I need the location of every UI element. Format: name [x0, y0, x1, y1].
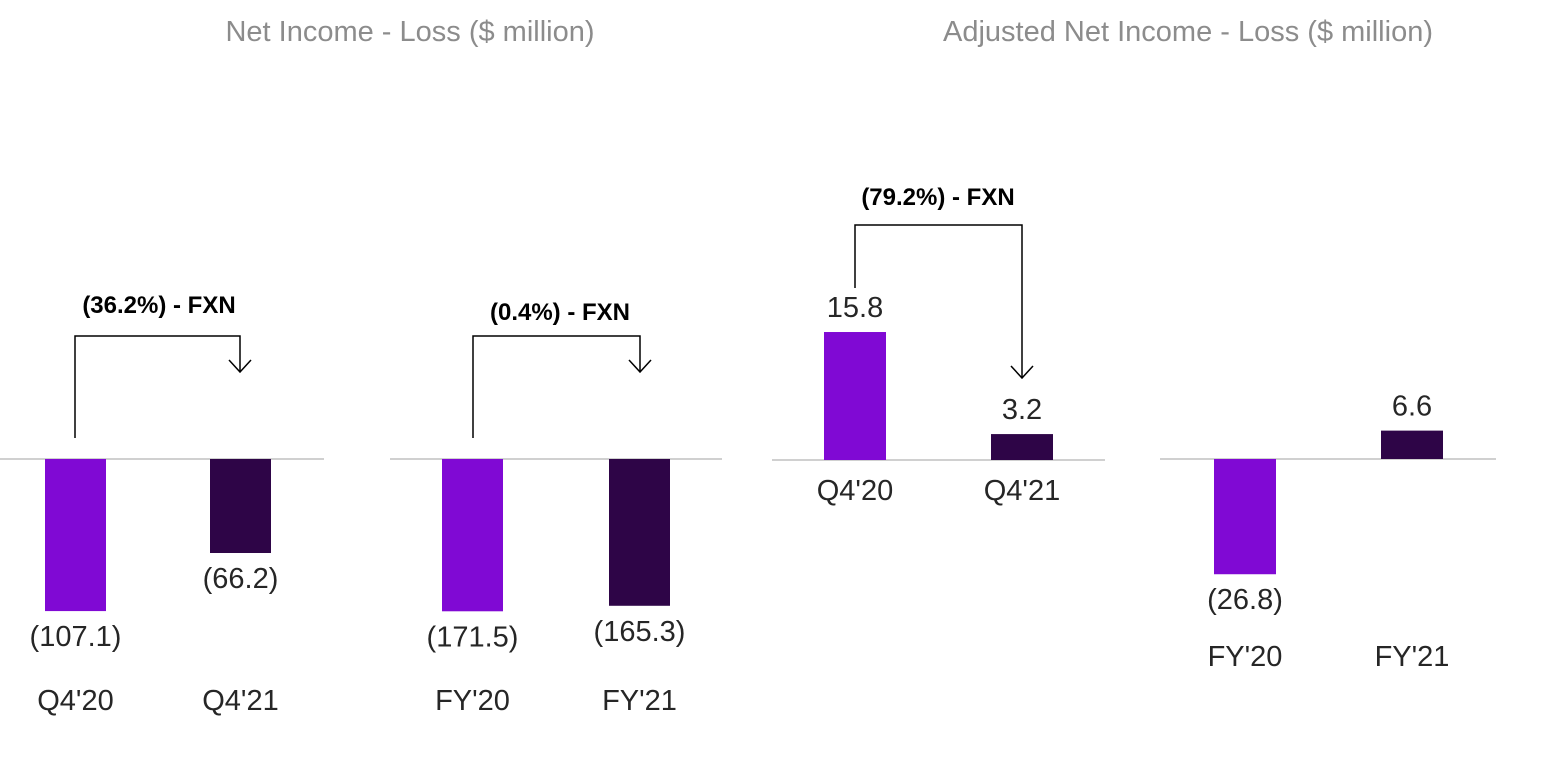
net-income-title: Net Income - Loss ($ million) — [225, 16, 595, 48]
chart1-bar-q421 — [210, 459, 271, 554]
chart2-value-label-fy21: (165.3) — [594, 616, 686, 648]
chart2-bar-fy21 — [609, 459, 670, 606]
chart3-value-label-q420: 15.8 — [827, 292, 883, 324]
chart4-value-label-fy21: 6.6 — [1392, 391, 1432, 423]
chart4-bar-fy21 — [1381, 430, 1443, 459]
chart3-change-bracket — [854, 224, 1023, 378]
chart1-category-label-q421: Q4'21 — [202, 685, 278, 717]
chart2-value-label-fy20: (171.5) — [427, 621, 519, 653]
chart2-category-label-fy20: FY'20 — [435, 685, 510, 717]
adjusted-net-income-title: Adjusted Net Income - Loss ($ million) — [943, 16, 1433, 48]
chart1-category-label-q420: Q4'20 — [37, 685, 113, 717]
chart3-down-arrow-icon — [1010, 365, 1034, 380]
chart1-bar-q420 — [45, 459, 106, 612]
chart2-bar-fy20 — [442, 459, 503, 612]
chart2-down-arrow-icon — [628, 359, 652, 374]
chart2-category-label-fy21: FY'21 — [602, 685, 677, 717]
chart2-change-annotation: (0.4%) - FXN — [490, 299, 630, 326]
chart1-value-label-q420: (107.1) — [30, 621, 122, 653]
chart3-category-label-q421: Q4'21 — [984, 475, 1060, 507]
chart3-bar-q420 — [824, 332, 886, 460]
chart4-value-label-fy20: (26.8) — [1207, 584, 1283, 616]
chart4-category-label-fy20: FY'20 — [1208, 641, 1283, 673]
chart2-change-bracket — [472, 335, 641, 438]
chart1-value-label-q421: (66.2) — [203, 563, 279, 595]
chart1-down-arrow-icon — [228, 359, 252, 374]
chart4-category-label-fy21: FY'21 — [1375, 641, 1450, 673]
chart3-change-annotation: (79.2%) - FXN — [861, 184, 1014, 211]
chart1-change-bracket — [74, 335, 241, 438]
chart3-bar-q421 — [991, 434, 1053, 460]
chart4-bar-fy20 — [1214, 459, 1276, 575]
chart3-category-label-q420: Q4'20 — [817, 475, 893, 507]
chart1-change-annotation: (36.2%) - FXN — [82, 292, 235, 319]
chart3-value-label-q421: 3.2 — [1002, 394, 1042, 426]
